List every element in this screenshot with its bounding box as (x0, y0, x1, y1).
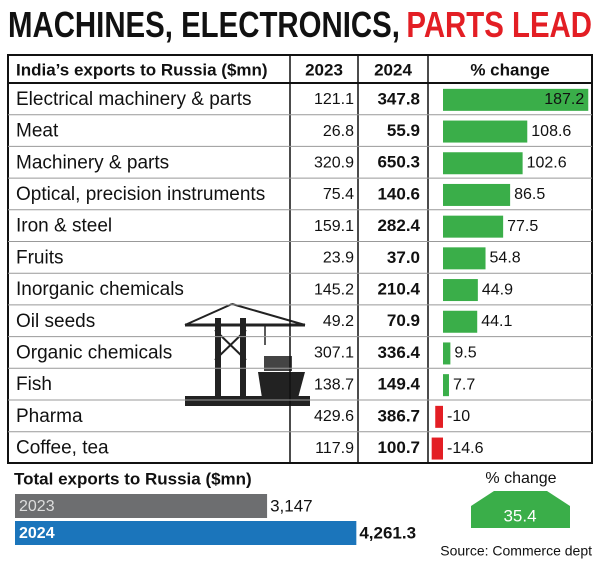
total-title: Total exports to Russia ($mn) (14, 469, 252, 488)
column-header: 2023 (305, 60, 343, 79)
value-2024: 650.3 (377, 153, 420, 172)
value-2024: 336.4 (377, 343, 420, 362)
value-2024: 100.7 (377, 438, 420, 457)
row-label: Coffee, tea (16, 438, 109, 459)
change-label: 7.7 (453, 376, 475, 393)
change-label: -14.6 (447, 440, 484, 457)
row-label: Fruits (16, 247, 64, 268)
row-label: Organic chemicals (16, 342, 172, 363)
total-value: 4,261.3 (359, 523, 416, 542)
change-label: 44.1 (481, 313, 512, 330)
value-2024: 70.9 (387, 311, 420, 330)
value-2024: 55.9 (387, 121, 420, 140)
change-label: 9.5 (454, 345, 476, 362)
value-2023: 145.2 (314, 281, 354, 298)
change-label: 77.5 (507, 218, 538, 235)
change-label: 108.6 (531, 123, 571, 140)
value-2024: 140.6 (377, 184, 420, 203)
row-label: Electrical machinery & parts (16, 89, 251, 110)
value-2023: 138.7 (314, 376, 354, 393)
value-2024: 210.4 (377, 280, 420, 299)
row-label: Meat (16, 121, 59, 142)
change-bar (443, 88, 589, 111)
change-bar (443, 183, 511, 206)
change-label: -10 (447, 408, 470, 425)
value-2024: 386.7 (377, 406, 420, 425)
row-label: Optical, precision instruments (16, 184, 265, 205)
table-border (7, 54, 593, 464)
change-bar (443, 247, 486, 270)
row-label: Oil seeds (16, 311, 95, 332)
value-2024: 347.8 (377, 89, 420, 108)
total-year: 2024 (19, 525, 55, 542)
change-label: 54.8 (490, 250, 521, 267)
headline: MACHINES, ELECTRONICS,PARTS LEAD (8, 4, 592, 45)
total-value: 3,147 (270, 496, 313, 515)
value-2023: 26.8 (323, 123, 354, 140)
row-label: Inorganic chemicals (16, 279, 184, 300)
value-2023: 49.2 (323, 313, 354, 330)
change-value: 35.4 (503, 506, 536, 525)
column-header: % change (470, 60, 549, 79)
change-bar (443, 120, 528, 143)
row-label: Pharma (16, 406, 83, 427)
value-2023: 121.1 (314, 91, 354, 108)
change-bar (443, 152, 523, 175)
total-bar (15, 521, 357, 545)
value-2023: 117.9 (315, 440, 354, 457)
row-label: Fish (16, 374, 52, 395)
row-label: Iron & steel (16, 216, 112, 237)
source: Source: Commerce dept (440, 543, 592, 559)
change-bar (443, 310, 478, 333)
change-bar (435, 405, 443, 428)
change-bar (443, 215, 504, 238)
value-2023: 75.4 (323, 186, 354, 203)
change-bar (443, 342, 451, 365)
value-2023: 307.1 (314, 345, 354, 362)
value-2023: 320.9 (314, 154, 354, 171)
value-2023: 159.1 (314, 218, 354, 235)
column-header: India’s exports to Russia ($mn) (16, 60, 268, 79)
value-2024: 282.4 (377, 216, 420, 235)
change-caption: % change (485, 470, 556, 487)
change-bar (443, 374, 449, 397)
column-header: 2024 (374, 60, 412, 79)
row-label: Machinery & parts (16, 152, 169, 173)
value-2024: 37.0 (387, 248, 420, 267)
value-2023: 23.9 (323, 250, 354, 267)
headline-main: MACHINES, ELECTRONICS, (8, 4, 400, 45)
value-2023: 429.6 (314, 408, 354, 425)
total-bar (15, 494, 268, 518)
change-label: 86.5 (514, 186, 545, 203)
change-badge (471, 491, 570, 528)
change-bar (443, 279, 478, 302)
total-year: 2023 (19, 498, 55, 515)
change-label: 187.2 (544, 91, 584, 108)
change-label: 102.6 (527, 154, 567, 171)
change-bar (431, 437, 443, 460)
headline-highlight: PARTS LEAD (406, 4, 592, 45)
value-2024: 149.4 (377, 375, 420, 394)
change-label: 44.9 (482, 281, 513, 298)
port-illustration (184, 303, 310, 406)
